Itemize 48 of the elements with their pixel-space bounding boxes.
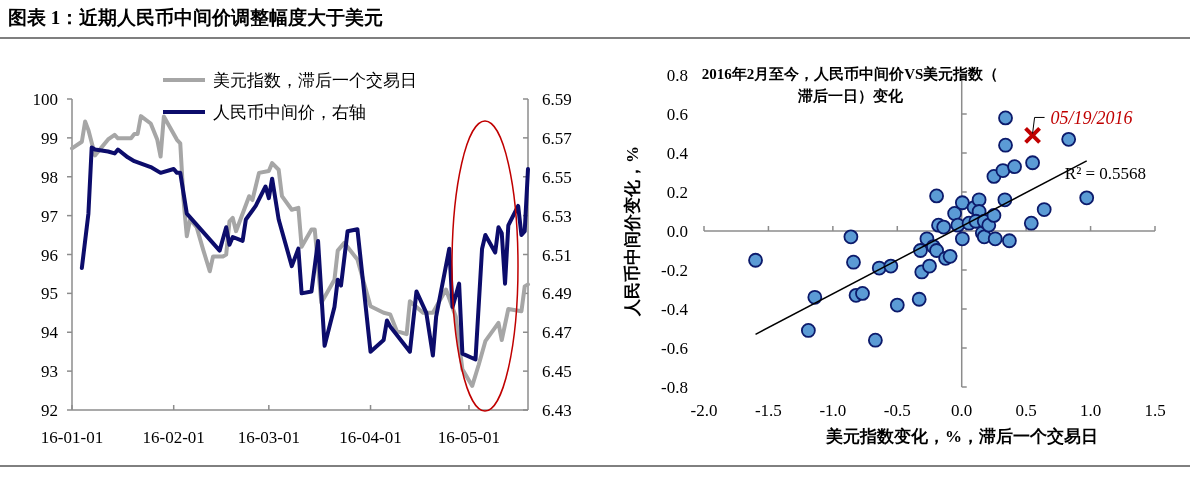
x-tick-label: -2.0	[690, 401, 718, 420]
y2-tick-label: 6.43	[542, 401, 572, 420]
x-tick-label: 1.0	[1079, 401, 1102, 420]
y-tick-label: 0.6	[666, 105, 688, 124]
y2-tick-label: 6.45	[542, 362, 572, 382]
y-tick-label: 0.2	[666, 183, 688, 202]
y-tick-label: 0.8	[666, 66, 688, 85]
x-tick-label: 0.0	[951, 401, 973, 420]
x-tick-label: 16-04-01	[339, 428, 402, 447]
y-tick-label: -0.6	[661, 339, 688, 358]
y-axis-title: 人民币中间价变化，%	[623, 146, 642, 317]
y-tick-label: 0.4	[666, 144, 689, 163]
legend-label: 人民币中间价，右轴	[213, 103, 366, 122]
y-tick-label: 99	[41, 128, 58, 148]
y-tick-label: 94	[41, 323, 59, 343]
y-tick-label: 98	[41, 167, 58, 187]
x-tick-label: 16-02-01	[142, 428, 205, 447]
y-tick-label: 96	[41, 245, 58, 265]
y-tick-label: 93	[41, 362, 58, 382]
x-tick-label: 1.5	[1144, 401, 1166, 420]
y-tick-label: 0.0	[666, 222, 688, 241]
y2-tick-label: 6.53	[542, 206, 572, 226]
x-tick-label: -0.5	[883, 401, 911, 420]
y-tick-label: -0.8	[661, 378, 688, 397]
chart-title: 2016年2月至今，人民币中间价VS美元指数（滞后一日）变化	[701, 65, 999, 104]
x-tick-label: 16-03-01	[237, 428, 300, 447]
y-tick-label: 92	[41, 401, 58, 420]
legend-label: 美元指数，滞后一个交易日	[213, 71, 417, 90]
x-tick-label: 16-05-01	[437, 428, 501, 447]
x-tick-label: 16-01-01	[40, 428, 104, 447]
y2-tick-label: 6.57	[542, 128, 573, 148]
x-tick-label: -1.5	[754, 401, 782, 420]
y-tick-label: 100	[32, 90, 58, 109]
y2-tick-label: 6.55	[542, 167, 572, 187]
annotation: R² = 0.5568	[1064, 163, 1147, 183]
y2-tick-label: 6.47	[542, 323, 573, 343]
x-axis-title: 美元指数变化，%，滞后一个交易日	[825, 427, 1098, 446]
y2-tick-label: 6.51	[542, 245, 572, 265]
x-tick-label: -1.0	[819, 401, 847, 420]
y2-tick-label: 6.59	[542, 90, 572, 109]
annotation: 05/19/2016	[1050, 108, 1133, 129]
y-tick-label: 97	[41, 206, 59, 226]
x-tick-label: 0.5	[1015, 401, 1037, 420]
chart-title: 图表 1：近期人民币中间价调整幅度大于美元	[8, 7, 384, 28]
y-tick-label: 95	[41, 284, 58, 304]
y2-tick-label: 6.49	[542, 284, 572, 304]
y-tick-label: -0.4	[661, 300, 689, 319]
y-tick-label: -0.2	[661, 261, 688, 280]
